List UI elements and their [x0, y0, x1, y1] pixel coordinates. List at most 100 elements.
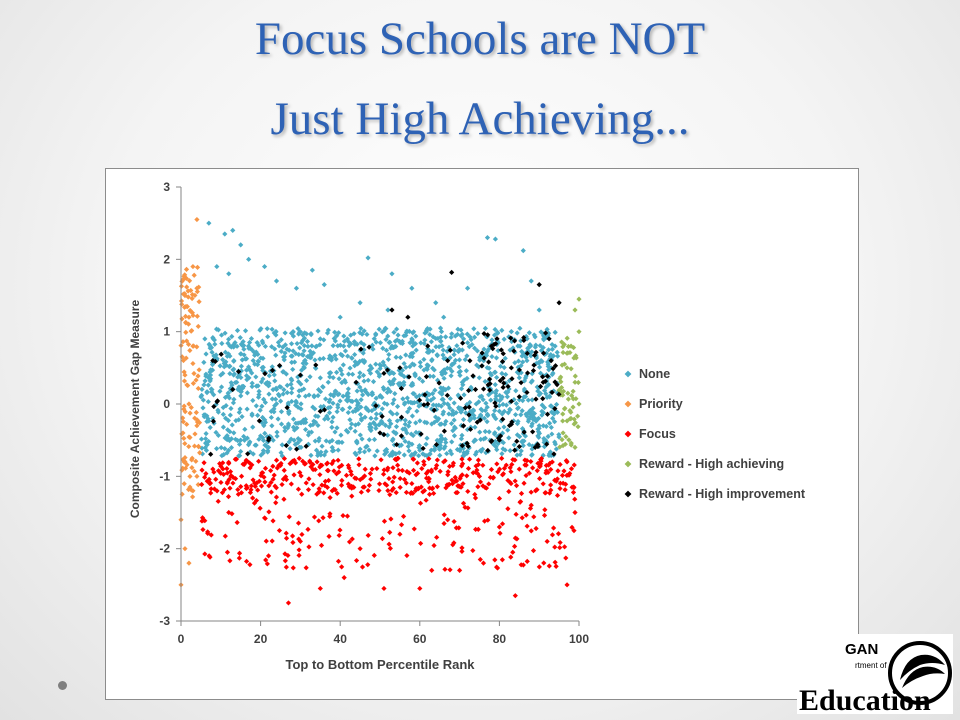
data-point-none	[299, 367, 305, 373]
data-point-none	[349, 398, 356, 405]
data-point-none	[553, 446, 560, 452]
data-point-none	[320, 384, 326, 390]
data-point-none	[294, 340, 300, 347]
data-point-focus	[318, 542, 325, 548]
data-point-none	[536, 423, 542, 429]
data-point-none	[340, 362, 346, 368]
data-point-priority	[182, 440, 188, 447]
data-point-none	[222, 394, 229, 401]
data-point-reward-high-improvement	[512, 447, 518, 453]
data-point-none	[206, 220, 212, 226]
data-point-focus	[482, 484, 488, 491]
data-point-none	[431, 419, 437, 425]
data-point-focus	[475, 484, 481, 490]
data-point-none	[422, 337, 428, 343]
data-point-none	[394, 403, 401, 410]
data-point-focus	[263, 557, 269, 563]
data-point-focus	[387, 492, 393, 498]
data-point-none	[247, 449, 253, 455]
data-point-focus	[381, 585, 387, 592]
data-point-focus	[387, 545, 393, 551]
data-point-focus	[477, 479, 484, 485]
data-point-reward-high-achieving	[576, 329, 582, 335]
data-point-none	[549, 341, 555, 348]
data-point-none	[523, 411, 529, 417]
data-point-reward-high-improvement	[389, 307, 395, 313]
data-point-focus	[548, 482, 554, 488]
data-point-focus	[295, 486, 302, 492]
data-point-none	[420, 378, 426, 384]
data-point-none	[346, 371, 352, 377]
data-point-focus	[369, 466, 375, 472]
data-point-focus	[303, 480, 309, 486]
data-point-focus	[398, 522, 405, 528]
data-point-none	[416, 376, 423, 382]
data-point-focus	[423, 497, 429, 503]
data-point-none	[528, 343, 534, 349]
data-point-priority	[185, 382, 191, 389]
data-point-none	[242, 328, 249, 334]
data-point-none	[349, 355, 355, 361]
data-point-none	[535, 429, 542, 435]
data-point-focus	[490, 474, 496, 480]
data-point-focus	[566, 472, 572, 478]
data-point-focus	[561, 468, 567, 474]
data-point-none	[520, 359, 526, 365]
data-point-none	[228, 436, 235, 442]
data-point-none	[390, 378, 396, 384]
data-point-none	[368, 415, 374, 421]
data-point-none	[331, 335, 337, 342]
data-point-focus	[480, 560, 487, 566]
data-point-focus	[332, 487, 338, 493]
data-point-none	[359, 331, 365, 337]
data-point-focus	[345, 481, 352, 487]
data-point-focus	[403, 480, 409, 486]
data-point-none	[410, 390, 416, 397]
data-point-none	[518, 338, 524, 344]
data-point-reward-high-achieving	[566, 437, 572, 443]
data-point-focus	[564, 582, 570, 588]
data-point-none	[260, 364, 266, 370]
data-point-focus	[204, 478, 210, 484]
data-point-none	[237, 437, 244, 444]
data-point-none	[521, 394, 527, 400]
data-point-priority	[183, 266, 190, 272]
data-point-focus	[544, 538, 550, 545]
data-point-none	[495, 441, 501, 447]
data-point-none	[231, 396, 237, 402]
data-point-focus	[296, 455, 302, 461]
data-point-none	[451, 352, 457, 358]
data-point-none	[538, 370, 544, 376]
data-point-none	[468, 336, 474, 343]
data-point-none	[262, 442, 268, 448]
data-point-none	[330, 374, 336, 381]
data-point-none	[551, 419, 558, 425]
data-point-none	[423, 393, 430, 400]
data-point-none	[536, 392, 542, 398]
data-point-none	[234, 327, 241, 334]
data-point-none	[281, 357, 287, 363]
data-point-priority	[190, 343, 197, 349]
data-point-none	[532, 334, 538, 340]
data-point-none	[402, 427, 409, 433]
data-point-priority	[194, 473, 200, 479]
data-point-none	[448, 451, 455, 457]
data-point-none	[433, 344, 439, 350]
data-point-focus	[459, 456, 465, 462]
data-point-none	[440, 409, 447, 415]
data-point-focus	[381, 467, 387, 473]
data-point-none	[449, 439, 455, 445]
data-point-none	[392, 338, 398, 344]
legend-label-reward-high-achieving: Reward - High achieving	[639, 457, 784, 471]
data-point-none	[530, 405, 536, 411]
data-point-none	[456, 357, 463, 363]
data-point-none	[477, 429, 483, 435]
data-point-none	[483, 352, 490, 359]
data-point-none	[449, 331, 455, 337]
data-point-priority	[184, 303, 190, 310]
data-point-none	[392, 391, 398, 397]
data-point-focus	[336, 469, 342, 475]
data-point-focus	[517, 498, 524, 505]
data-point-none	[272, 378, 278, 384]
data-point-focus	[335, 558, 342, 564]
